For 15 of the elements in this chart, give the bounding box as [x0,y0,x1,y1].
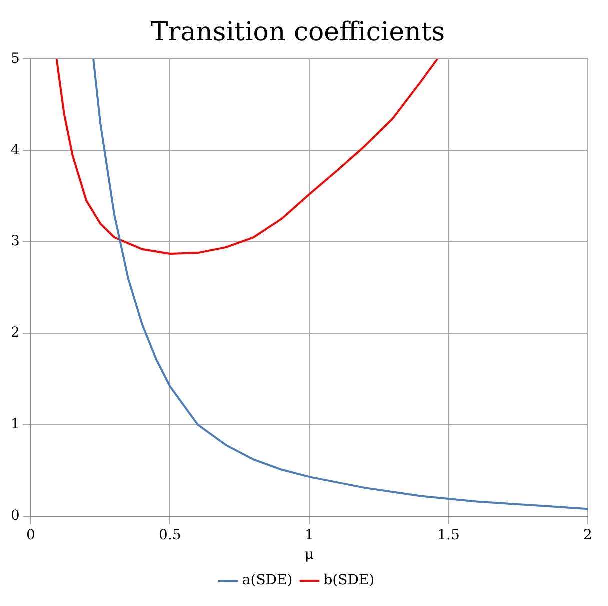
y-tick-label: 2 [10,325,20,342]
x-axis-title: μ [304,547,314,564]
y-tick-label: 0 [10,508,20,524]
x-tick-label: 2 [584,527,592,544]
x-tick-label: 0 [26,527,36,544]
chart-title: Transition coefficients [150,17,446,48]
x-tick-label: 0.5 [159,527,182,544]
y-tick-label: 5 [10,50,20,67]
legend-label: b(SDE) [324,572,375,589]
y-tick-label: 4 [10,142,20,158]
y-tick-label: 3 [10,234,20,250]
legend-label: a(SDE) [242,572,293,589]
x-tick-label: 1.5 [438,527,460,544]
x-tick-label: 1 [304,527,314,544]
y-tick-label: 1 [10,416,20,433]
